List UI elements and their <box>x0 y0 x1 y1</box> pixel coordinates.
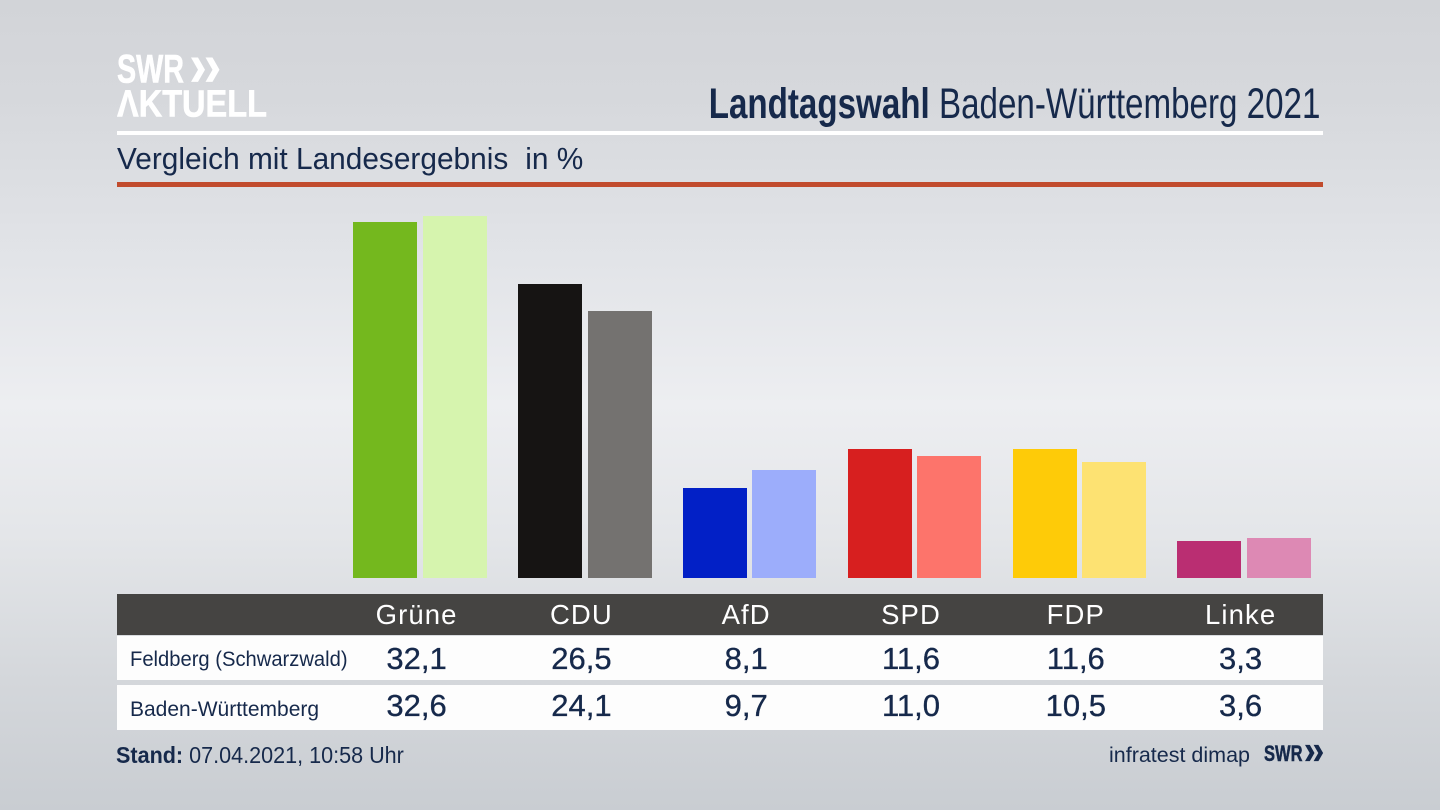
svg-text:ΛKTUELL: ΛKTUELL <box>117 83 267 123</box>
svg-text:SWR: SWR <box>117 48 184 92</box>
svg-text:SWR: SWR <box>1264 742 1303 764</box>
